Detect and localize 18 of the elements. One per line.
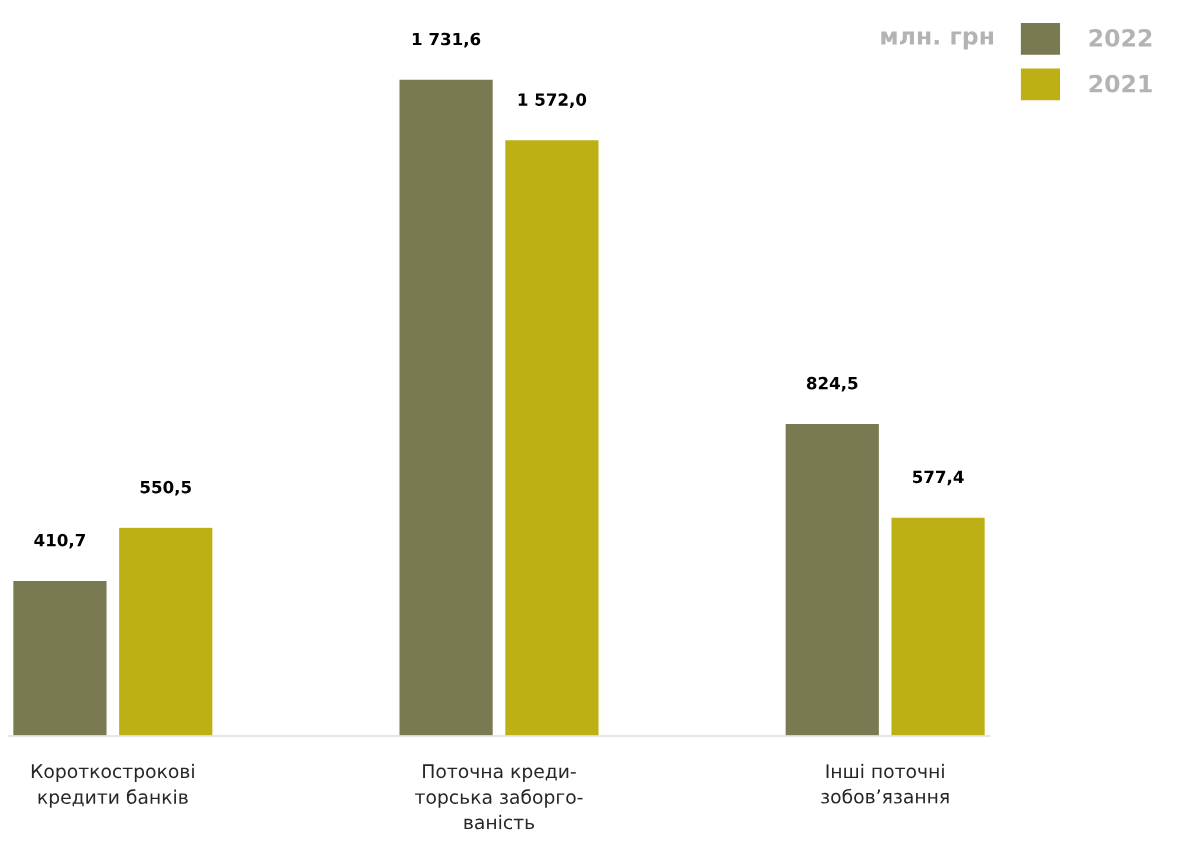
data-label: 550,5 (140, 480, 191, 496)
bar (117, 526, 214, 736)
data-label: 1 572,0 (518, 93, 587, 109)
x-tick-label: Інші поточні зобов’язання (821, 763, 949, 804)
text: млн. грн (881, 31, 994, 50)
legend-label: 2022 (1089, 28, 1152, 47)
legend-label: 2021 (1089, 74, 1152, 93)
bar (398, 78, 495, 736)
data-label: 824,5 (806, 376, 858, 392)
bar (11, 579, 108, 736)
bar (890, 516, 987, 736)
data-label: 1 731,6 (412, 32, 481, 48)
x-tick-label: Короткострокові кредити банків (31, 763, 194, 808)
x-tick-label: Поточна креди- торська заборго- ваність (415, 764, 583, 830)
bar (503, 138, 600, 736)
data-label: 410,7 (34, 533, 85, 549)
bar (784, 422, 881, 736)
data-label: 577,4 (912, 470, 964, 486)
